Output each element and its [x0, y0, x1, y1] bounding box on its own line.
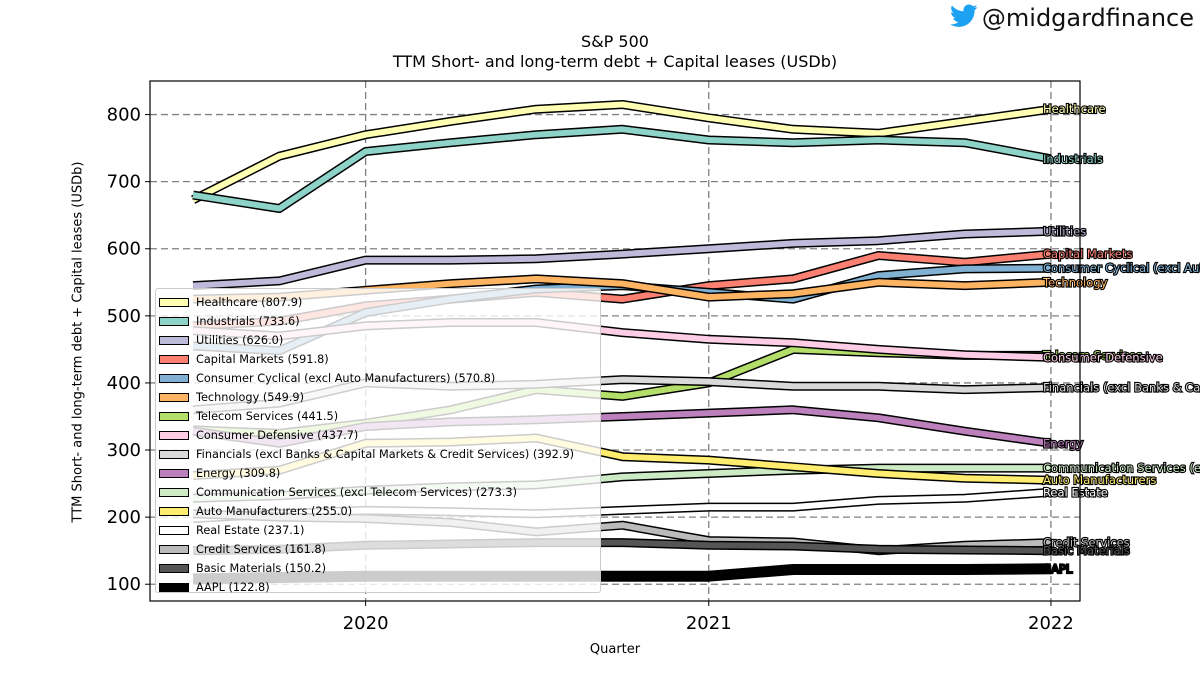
series-line [192, 226, 1052, 291]
x-tick-label: 2022 [1028, 613, 1074, 634]
legend-swatch [159, 298, 189, 307]
legend-swatch [159, 488, 189, 497]
series-end-label: Technology [1042, 275, 1108, 289]
legend-swatch [159, 545, 189, 554]
legend-label: Consumer Defensive (437.7) [196, 429, 359, 442]
chart-subtitle: TTM Short- and long-term debt + Capital … [392, 52, 838, 71]
legend-label: Real Estate (237.1) [196, 524, 305, 537]
x-tick-label: 2020 [343, 613, 389, 634]
y-tick-label: 600 [107, 239, 141, 260]
legend-item: Utilities (626.0) [159, 331, 600, 350]
legend-label: Consumer Cyclical (excl Auto Manufacture… [196, 372, 496, 385]
x-tick-label: 2021 [686, 613, 732, 634]
series-end-label: Real Estate [1043, 485, 1108, 499]
legend-item: Auto Manufacturers (255.0) [159, 502, 600, 521]
y-tick-label: 400 [107, 373, 141, 394]
legend-item: Consumer Cyclical (excl Auto Manufacture… [159, 369, 600, 388]
legend-item: Communication Services (excl Telecom Ser… [159, 483, 600, 502]
legend-label: Technology (549.9) [196, 391, 305, 404]
axes: 100 200 300 400 500 600 700 800 2020 2021 2022 [107, 105, 1074, 634]
legend-swatch [159, 526, 189, 535]
series-end-label: Healthcare [1043, 102, 1106, 116]
series-lines [191, 100, 1052, 585]
series-end-label: Industrials [1043, 152, 1103, 166]
legend-item: Consumer Defensive (437.7) [159, 426, 600, 445]
legend-swatch [159, 564, 189, 573]
legend-label: Financials (excl Banks & Capital Markets… [196, 448, 575, 461]
legend-swatch [159, 374, 189, 383]
legend-label: Basic Materials (150.2) [196, 562, 327, 575]
x-axis-label: Quarter [589, 642, 641, 657]
series-end-label: Capital Markets [1043, 247, 1133, 261]
legend-label: Industrials (733.6) [196, 315, 300, 328]
plot-frame [149, 80, 1081, 602]
legend-item: Financials (excl Banks & Capital Markets… [159, 445, 600, 464]
y-tick-label: 200 [107, 507, 141, 528]
legend-swatch [159, 469, 189, 478]
brand-handle-text: @midgardfinance [981, 4, 1194, 32]
legend-swatch [159, 355, 189, 364]
legend-item: Healthcare (807.9) [159, 293, 600, 312]
legend-label: Telecom Services (441.5) [196, 410, 339, 423]
series-line [191, 100, 1052, 204]
series-end-label: Telecom Services [1042, 348, 1142, 362]
brand-handle: @midgardfinance [949, 2, 1194, 34]
series-end-label: Auto Manufacturers [1043, 473, 1156, 487]
legend-label: Energy (309.8) [196, 467, 281, 480]
legend-item: Energy (309.8) [159, 464, 600, 483]
series-end-label: Credit Services [1043, 536, 1130, 550]
legend-label: Communication Services (excl Telecom Ser… [196, 486, 517, 499]
legend-label: Credit Services (161.8) [196, 543, 326, 556]
legend-label: Auto Manufacturers (255.0) [196, 505, 353, 518]
legend-item: Capital Markets (591.8) [159, 350, 600, 369]
legend-swatch [159, 431, 189, 440]
series-end-label: Energy [1043, 436, 1083, 450]
series-end-label: Consumer Defensive [1043, 350, 1163, 364]
legend: Healthcare (807.9) Industrials (733.6) Uti… [155, 288, 601, 594]
series-end-label: Financials (excl Banks & Capital Markets… [1043, 381, 1200, 395]
legend-label: Utilities (626.0) [196, 334, 284, 347]
series-end-label: AAPL [1043, 562, 1073, 576]
legend-swatch [159, 507, 189, 516]
y-tick-label: 700 [107, 172, 141, 193]
legend-label: AAPL (122.8) [196, 581, 270, 594]
chart-title: S&P 500 [581, 32, 649, 51]
series-end-label: Basic Materials [1043, 544, 1130, 558]
legend-item: Credit Services (161.8) [159, 540, 600, 559]
legend-item: Technology (549.9) [159, 388, 600, 407]
legend-item: AAPL (122.8) [159, 578, 600, 597]
legend-item: Basic Materials (150.2) [159, 559, 600, 578]
legend-label: Capital Markets (591.8) [196, 353, 329, 366]
legend-swatch [159, 393, 189, 402]
legend-swatch [159, 450, 189, 459]
y-axis-label: TTM Short- and long-term debt + Capital … [70, 161, 86, 523]
legend-swatch [159, 583, 189, 592]
legend-swatch [159, 412, 189, 421]
y-tick-label: 300 [107, 440, 141, 461]
y-tick-label: 500 [107, 306, 141, 327]
legend-label: Healthcare (807.9) [196, 296, 303, 309]
series-end-label: Communication Services (excl Telecom Ser… [1043, 461, 1200, 475]
legend-swatch [159, 336, 189, 345]
y-tick-label: 100 [107, 574, 141, 595]
y-tick-label: 800 [107, 105, 141, 126]
legend-item: Telecom Services (441.5) [159, 407, 600, 426]
series-end-label: Utilities [1043, 224, 1086, 238]
legend-item: Industrials (733.6) [159, 312, 600, 331]
twitter-bird-icon [949, 4, 978, 32]
legend-swatch [159, 317, 189, 326]
series-end-labels: Healthcare Industrials Utilities Capital Ma… [1041, 101, 1200, 577]
legend-item: Real Estate (237.1) [159, 521, 600, 540]
series-end-label: Consumer Cyclical (excl Auto Manufacture… [1043, 261, 1200, 275]
series-line [192, 124, 1052, 213]
